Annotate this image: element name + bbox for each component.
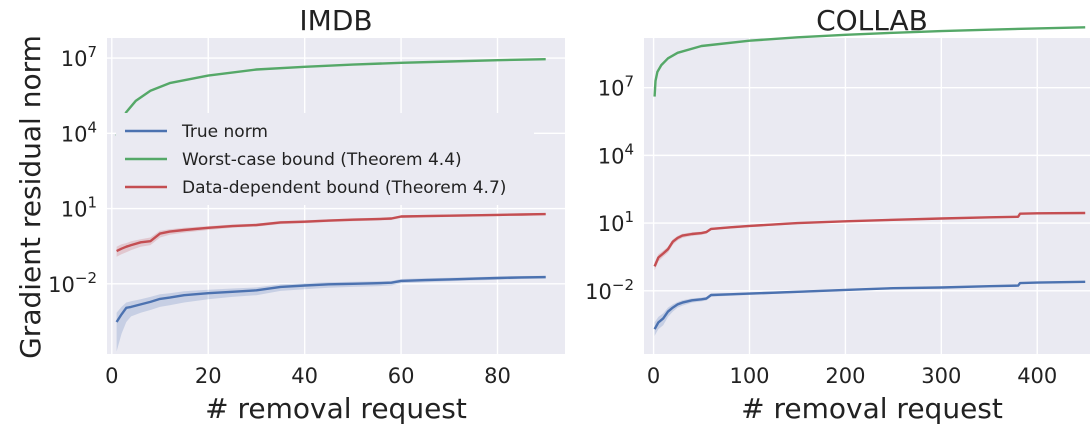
x-ticks-collab: 0 100 200 300 400 [647,364,1057,388]
x-tick-label: 200 [825,364,865,388]
legend: True norm Worst-case bound (Theorem 4.4)… [116,113,534,205]
grid-collab [644,38,1090,354]
plot-area-collab [644,38,1090,354]
x-tick-label: 60 [388,364,415,388]
legend-label-data-dependent: Data-dependent bound (Theorem 4.7) [182,178,506,198]
y-tick-label: 10−2 [585,276,634,304]
chart-title-imdb: IMDB [299,4,372,37]
x-tick-label: 300 [921,364,961,388]
panel-collab: 0 100 200 300 400 10−2 101 104 107 COLLAB # rem… [585,4,1090,425]
x-axis-label-collab: # removal request [741,392,1003,425]
x-ticks-imdb: 0 20 40 60 80 [105,364,511,388]
x-tick-label: 400 [1017,364,1057,388]
y-tick-label: 101 [598,208,634,236]
lines-collab [653,26,1086,330]
bands-imdb [116,213,546,352]
band-data-dependent-bound-theorem-4-7-imdb [116,213,546,257]
x-tick-label: 20 [195,364,222,388]
x-tick-label: 40 [291,364,318,388]
lines-imdb [115,58,546,323]
series-line-worst-case-bound-theorem-4-4-imdb [115,58,546,137]
x-axis-label-imdb: # removal request [205,392,467,425]
series-line-data-dependent-bound-theorem-4-7-imdb [116,212,546,253]
series-line-true-norm-collab [653,280,1086,330]
series-line-data-dependent-bound-theorem-4-7-collab [653,211,1086,267]
band-true-norm-imdb [116,275,546,352]
y-tick-label: 107 [61,43,97,71]
y-tick-label: 10−2 [48,269,97,297]
legend-label-true-norm: True norm [181,122,268,142]
y-ticks-imdb: 10−2 101 104 107 [48,43,97,297]
x-tick-label: 80 [484,364,511,388]
x-tick-label: 0 [105,364,118,388]
y-axis-label: Gradient residual norm [14,35,47,359]
legend-label-worst-case: Worst-case bound (Theorem 4.4) [182,150,462,170]
x-tick-label: 0 [647,364,660,388]
y-tick-label: 104 [61,118,97,146]
series-line-worst-case-bound-theorem-4-4-collab [653,26,1086,97]
chart-title-collab: COLLAB [816,4,928,37]
y-tick-label: 101 [61,194,97,222]
x-tick-label: 100 [729,364,769,388]
y-ticks-collab: 10−2 101 104 107 [585,73,634,304]
y-tick-label: 107 [598,73,634,101]
series-line-true-norm-imdb [115,275,546,323]
legend-box [116,113,534,205]
panel-imdb: 0 20 40 60 80 10−2 101 104 107 IMDB # removal r… [48,4,565,425]
y-tick-label: 104 [598,140,634,168]
